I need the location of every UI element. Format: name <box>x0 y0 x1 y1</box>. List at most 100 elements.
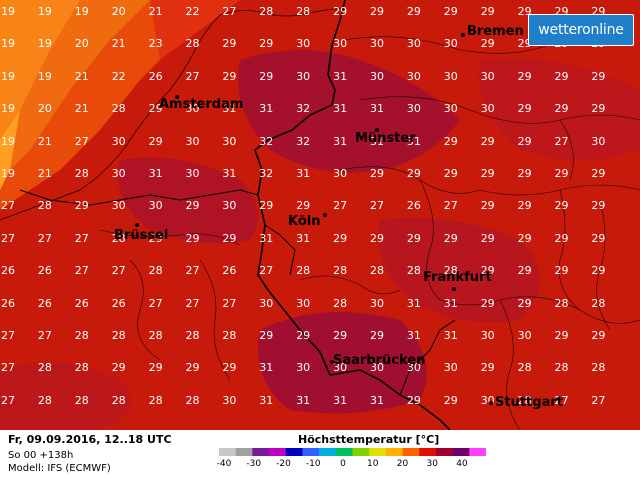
temperature-value: 28 <box>185 37 200 51</box>
temperature-value: 29 <box>591 264 606 278</box>
temperature-value: 29 <box>148 361 163 375</box>
temperature-value: 28 <box>37 199 52 213</box>
temperature-value: 27 <box>591 393 606 407</box>
temperature-value: 30 <box>296 361 311 375</box>
temperature-value: 30 <box>111 134 126 148</box>
legend-tick-label: 10 <box>367 459 379 469</box>
temperature-value: 19 <box>1 102 15 116</box>
legend-swatch <box>419 448 437 456</box>
wetteronline-logo[interactable]: wetteronline <box>528 14 634 46</box>
temperature-value: 27 <box>74 134 89 148</box>
temperature-value: 29 <box>111 361 126 375</box>
temperature-value: 29 <box>554 231 569 245</box>
temperature-value: 27 <box>185 69 200 83</box>
temperature-value: 26 <box>222 264 237 278</box>
temperature-value: 29 <box>370 167 384 180</box>
legend-swatch <box>302 448 320 456</box>
temperature-value: 30 <box>370 296 384 310</box>
temperature-value: 26 <box>406 199 421 213</box>
temperature-value: 19 <box>74 5 89 18</box>
temperature-value: 28 <box>517 361 532 375</box>
temperature-value: 29 <box>148 231 163 245</box>
legend-color-bar <box>219 448 486 456</box>
temperature-value: 28 <box>517 393 532 407</box>
temperature-value: 29 <box>517 102 532 116</box>
temperature-value: 30 <box>370 69 384 83</box>
temperature-value: 30 <box>517 329 532 342</box>
city-dot <box>461 33 465 37</box>
temperature-value: 26 <box>37 296 52 310</box>
temperature-value: 30 <box>222 134 237 148</box>
legend-swatch <box>469 448 486 456</box>
temperature-value: 28 <box>259 5 274 18</box>
city-dot <box>135 223 139 227</box>
temperature-value: 29 <box>517 296 532 310</box>
temperature-value: 29 <box>333 231 348 245</box>
temperature-value: 28 <box>74 329 89 342</box>
legend-swatch <box>285 448 303 456</box>
legend-swatch <box>385 448 404 456</box>
temperature-value: 28 <box>296 264 311 278</box>
temperature-value: 31 <box>259 393 274 407</box>
temperature-value: 27 <box>333 199 348 213</box>
legend-swatch <box>452 448 470 456</box>
temperature-value: 29 <box>443 134 458 148</box>
temperature-value: 28 <box>74 167 89 180</box>
temperature-value: 29 <box>554 167 569 180</box>
legend-swatch <box>219 448 237 456</box>
temperature-value: 31 <box>333 69 348 83</box>
temperature-value: 30 <box>406 69 421 83</box>
temperature-value: 29 <box>370 329 384 342</box>
temperature-value: 29 <box>517 264 532 278</box>
logo-text: wetteronline <box>538 22 624 38</box>
legend-swatch <box>235 448 253 456</box>
temperature-value: 27 <box>1 231 15 245</box>
temperature-value: 30 <box>185 167 200 180</box>
temperature-value: 32 <box>259 167 274 180</box>
city-label-koeln: Köln <box>288 214 321 229</box>
temperature-value: 29 <box>517 167 532 180</box>
temperature-value: 19 <box>1 5 15 18</box>
temperature-map[interactable]: 19 19 19 20 21 22 27 28 28 29 29 29 29 29 29 29 29 19 19 20… <box>0 0 640 430</box>
legend-tick-label: 20 <box>396 459 409 469</box>
temperature-value: 19 <box>37 37 52 51</box>
city-dot <box>323 213 327 217</box>
temperature-value: 30 <box>480 329 495 342</box>
temperature-value: 29 <box>443 393 458 407</box>
temperature-value: 31 <box>333 102 348 116</box>
temperature-value: 29 <box>517 231 532 245</box>
temperature-value: 29 <box>222 69 237 83</box>
temperature-value: 27 <box>1 361 15 375</box>
temperature-value: 29 <box>443 5 458 18</box>
temperature-value: 30 <box>296 69 311 83</box>
temperature-value: 29 <box>591 102 606 116</box>
temperature-value: 27 <box>37 329 52 342</box>
temperature-value: 29 <box>443 167 458 180</box>
temperature-value: 29 <box>591 167 606 180</box>
temperature-value: 30 <box>222 199 237 213</box>
temperature-value: 30 <box>480 102 495 116</box>
city-dot <box>489 401 493 405</box>
temperature-value: 29 <box>554 199 569 213</box>
temperature-value: 27 <box>222 5 237 18</box>
temperature-value: 28 <box>111 231 126 245</box>
temperature-value: 19 <box>1 167 15 180</box>
temperature-value: 31 <box>370 102 384 116</box>
temperature-value: 31 <box>370 393 384 407</box>
temperature-value: 28 <box>185 329 200 342</box>
temperature-value: 29 <box>222 37 237 51</box>
temperature-value: 29 <box>370 5 384 18</box>
temperature-value: 21 <box>74 102 89 116</box>
temperature-value: 29 <box>480 264 495 278</box>
model-run: So 00 +138h <box>8 450 74 461</box>
temperature-value: 29 <box>296 199 311 213</box>
city-label-amsterdam: Amsterdam <box>159 97 244 112</box>
temperature-value: 29 <box>554 264 569 278</box>
temperature-value: 27 <box>222 296 237 310</box>
temperature-value: 29 <box>480 231 495 245</box>
legend-swatch <box>335 448 353 456</box>
temperature-value: 29 <box>480 199 495 213</box>
temperature-value: 28 <box>591 361 606 375</box>
temperature-value: 21 <box>74 69 89 83</box>
temperature-value: 29 <box>406 5 421 18</box>
